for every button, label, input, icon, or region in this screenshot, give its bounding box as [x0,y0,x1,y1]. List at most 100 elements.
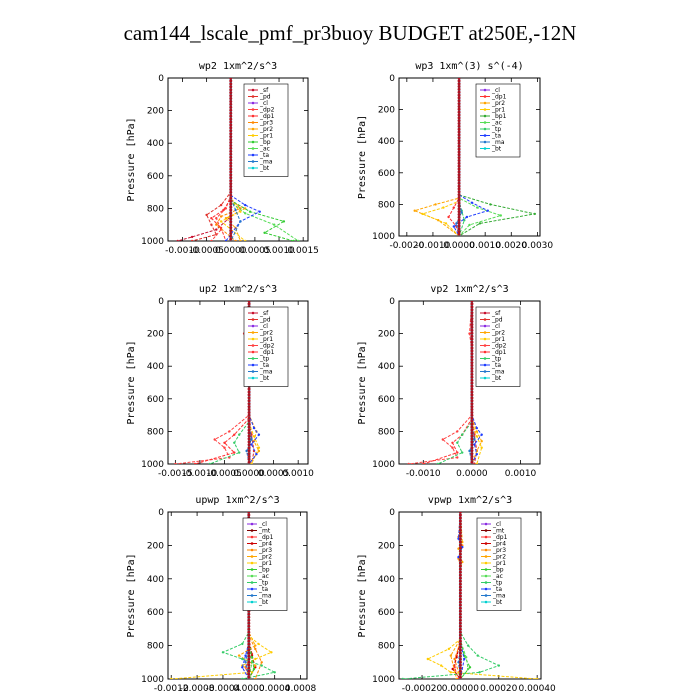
legend-label: _pr1 [259,336,273,343]
series-point-pr1 [444,222,448,225]
series-point-ta [244,203,247,207]
y-tick-label: 800 [378,642,395,652]
profile-marker [470,413,474,417]
profile-marker [229,187,233,191]
legend-marker [484,535,488,539]
legend-label: _dp2 [259,107,275,114]
legend-marker [483,108,487,111]
series-line-pr1 [220,78,246,241]
x-tick-label: -0.0010 [406,469,441,479]
series-point-ac [466,667,470,671]
legend-marker [483,324,487,328]
y-tick-label: 0 [389,297,395,307]
profile-marker [458,675,462,679]
series-point-pr1 [252,435,256,438]
x-tick-label: -0.0005 [207,469,242,479]
profile-marker [458,654,462,658]
legend-label: _bt [491,375,502,382]
series-point-ta [475,426,478,430]
series-point-pr1 [426,657,429,661]
profile-marker [229,152,233,156]
series-point-dp2 [407,462,410,464]
profile-marker [229,164,233,168]
panel-title: up2 1xm^2/s^3 [199,284,277,295]
profile-marker [458,597,462,601]
profile-marker [229,114,233,118]
profile-marker [229,190,233,194]
legend-label: _cl [492,521,501,528]
series-point-ta [470,201,474,204]
series-point-pr2 [254,644,257,647]
profile-marker [229,158,233,162]
series-point-tp [221,651,225,654]
profile-marker [470,443,474,447]
profile-marker [229,223,233,227]
profile-marker [458,606,462,610]
series-line-dp1 [423,301,473,464]
series-point-ac [476,206,479,209]
series-point-ma [234,208,237,212]
profile-marker [470,416,474,420]
profile-marker [229,196,233,200]
legend-label: _dp1 [259,349,275,356]
profile-marker [458,633,462,637]
series-point-pr1 [239,210,242,213]
profile-marker [457,104,461,108]
legend-label: _ma [259,369,273,376]
profile-marker [470,317,474,321]
profile-marker [470,410,474,414]
series-point-pr2 [449,654,452,657]
profile-marker [247,393,251,397]
legend-label: _pr3 [492,547,506,554]
profile-marker [229,129,233,133]
legend-label: _ma [492,593,506,600]
series-point-ma [239,220,242,223]
legend-label: _tp [491,356,501,363]
y-tick-label: 800 [378,200,395,210]
series-point-ta [463,657,466,661]
legend-marker [250,568,254,571]
legend-label: _ta [259,362,269,369]
series-point-dp2 [456,430,459,433]
series-point-dp2 [215,217,218,220]
legend-marker [483,331,487,334]
profile-marker [457,136,461,140]
series-point-pr2 [239,239,242,241]
y-tick-label: 600 [147,172,164,182]
x-tick-label: 0.0000 [215,246,247,256]
profile-marker [470,455,474,459]
profile-marker [458,594,462,598]
series-point-ta [473,443,476,446]
series-point-ma [455,222,458,225]
profile-marker [247,452,251,456]
x-tick-label: 0.0010 [282,469,314,479]
panels: wp2 1xm^2/s^302004006008001000-0.0010-0.… [126,61,556,694]
profile-marker [247,396,251,400]
profile-marker [470,425,474,429]
central-profile [458,512,462,679]
series-point-pr1 [536,677,539,679]
series-point-bp [263,231,266,234]
panel-title: vpwp 1xm^2/s^3 [428,495,512,506]
legend-marker [250,542,254,545]
legend-box [243,306,289,387]
profile-marker [458,522,462,526]
profile-marker [247,419,251,423]
profile-marker [458,558,462,562]
profile-marker [458,639,462,643]
y-tick-label: 0 [158,508,164,518]
profile-marker [470,375,474,379]
panel-up2: up2 1xm^2/s^302004006008001000-0.0015-0.… [126,284,314,479]
legend-label: _tp [259,356,269,363]
legend-label: _pr3 [259,120,273,127]
series-point-ma [460,211,463,214]
legend-box [475,306,521,387]
y-tick-label: 1000 [372,232,395,242]
legend-label: _pr2 [258,554,272,561]
profile-marker [247,660,251,664]
legend: _sf_pd_cl_dp2_dp1_pr3_pr2_pr1_bp_ac_ta_m… [243,83,289,177]
series-point-pr2 [257,449,261,453]
series-line-pd [248,301,255,464]
legend-label: _bt [259,375,270,382]
profile-marker [247,618,251,622]
